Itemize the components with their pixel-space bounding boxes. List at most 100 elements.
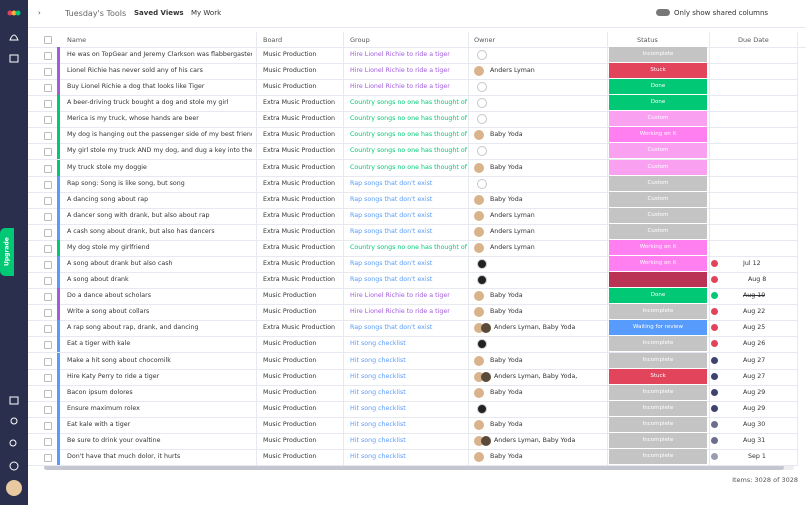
checkbox[interactable] <box>44 437 52 446</box>
group-color <box>57 368 60 385</box>
checkbox[interactable] <box>44 405 52 414</box>
avatar-empty <box>477 403 487 414</box>
status[interactable]: Incomplete <box>609 47 707 62</box>
group: Country songs no one has thought of <box>350 147 467 155</box>
status[interactable]: Working on it <box>609 127 707 143</box>
row: Eat a tiger with kale Music Production Hit… <box>28 336 798 354</box>
collapse[interactable]: › <box>38 9 41 17</box>
status[interactable]: Incomplete <box>609 352 707 368</box>
column-title: Board <box>263 36 283 44</box>
row: Hire Katy Perry to ride a tiger Music Pro… <box>28 368 798 386</box>
item-count: Items: 3028 of 3028 <box>732 476 798 484</box>
checkbox[interactable] <box>44 373 52 382</box>
status[interactable]: Custom <box>609 175 707 191</box>
checkbox[interactable] <box>44 132 52 141</box>
upgrade-tab[interactable]: Upgrade <box>0 228 14 276</box>
due-date: Aug 27 <box>743 356 766 364</box>
group-color <box>57 416 60 433</box>
toggle[interactable] <box>656 9 670 16</box>
board: Extra Music Production <box>263 243 336 251</box>
item-name: A beer-driving truck bought a dog and st… <box>67 99 229 107</box>
checkbox[interactable] <box>44 421 52 430</box>
checkbox[interactable] <box>44 277 52 286</box>
status[interactable]: Custom <box>609 207 707 223</box>
status[interactable]: Incomplete <box>609 336 707 352</box>
checkbox[interactable] <box>44 68 52 77</box>
checkbox[interactable] <box>44 100 52 109</box>
checkbox[interactable] <box>44 228 52 237</box>
checkbox[interactable] <box>44 164 52 173</box>
my-work[interactable]: My Work <box>191 9 222 17</box>
group-color <box>57 449 60 465</box>
status[interactable]: Incomplete <box>609 384 707 400</box>
board: Extra Music Production <box>263 260 336 268</box>
group-color <box>57 432 60 449</box>
status[interactable]: Incomplete <box>609 400 707 416</box>
board: Extra Music Production <box>263 211 336 219</box>
checkbox[interactable] <box>44 212 52 221</box>
due-icon <box>711 308 718 316</box>
item-name: Bacon ipsum dolores <box>67 388 133 396</box>
row: A beer-driving truck bought a dog and st… <box>28 95 798 113</box>
row: Write a song about collars Music Producti… <box>28 304 798 322</box>
checkbox[interactable] <box>44 52 52 60</box>
status[interactable]: Incomplete <box>609 432 707 448</box>
due-date: Aug 30 <box>743 420 766 428</box>
checkbox[interactable] <box>44 180 52 189</box>
board: Extra Music Production <box>263 195 336 203</box>
checkbox[interactable] <box>44 454 52 462</box>
due-date: Jul 12 <box>743 260 761 268</box>
status[interactable]: Done <box>609 79 707 95</box>
status[interactable]: Custom <box>609 143 707 159</box>
checkbox[interactable] <box>44 293 52 302</box>
status[interactable]: Stuck <box>609 63 707 79</box>
group: Rap songs that don't exist <box>350 211 433 219</box>
status[interactable]: Working on it <box>609 256 707 272</box>
due-date: Aug 27 <box>743 372 766 380</box>
group: Country songs no one has thought of <box>350 163 467 171</box>
checkbox[interactable] <box>44 325 52 334</box>
item-name: My truck stole my doggie <box>67 163 147 171</box>
scroll-thumb[interactable] <box>44 465 784 470</box>
status[interactable]: Custom <box>609 159 707 175</box>
status[interactable]: Custom <box>609 191 707 207</box>
checkbox[interactable] <box>44 261 52 270</box>
due-date: Aug 26 <box>743 340 766 348</box>
item-name: Eat kale with a tiger <box>67 420 131 428</box>
due-date: Aug 29 <box>743 404 766 412</box>
status[interactable]: Incomplete <box>609 304 707 320</box>
checkbox[interactable] <box>44 357 52 366</box>
avatar-empty <box>477 146 487 157</box>
status[interactable]: Working on it <box>609 239 707 255</box>
status[interactable]: Done <box>609 288 707 304</box>
group: Hit song checklist <box>350 340 406 348</box>
board: Extra Music Production <box>263 276 336 284</box>
status[interactable]: Incomplete <box>609 449 707 464</box>
checkbox[interactable] <box>44 196 52 205</box>
group: Hire Lionel Richie to ride a tiger <box>350 51 450 58</box>
status[interactable]: Incomplete <box>609 416 707 432</box>
checkbox[interactable] <box>44 84 52 93</box>
owner: Anders Lyman <box>490 227 535 235</box>
checkbox[interactable] <box>44 309 52 318</box>
checkbox[interactable] <box>44 148 52 157</box>
checkbox[interactable] <box>44 389 52 398</box>
group: Rap songs that don't exist <box>350 179 433 187</box>
board: Music Production <box>263 420 317 428</box>
checkbox[interactable] <box>44 116 52 125</box>
item-name: He was on TopGear and Jeremy Clarkson wa… <box>67 51 252 58</box>
row: Don't have that much dolor, it hurts Musi… <box>28 449 798 466</box>
status[interactable]: Stuck <box>609 368 707 384</box>
status[interactable]: Waiting for review <box>609 320 707 336</box>
saved-views[interactable]: Saved Views <box>134 9 184 17</box>
checkbox[interactable] <box>44 341 52 350</box>
checkbox[interactable] <box>44 244 52 253</box>
toggle-label: Only show shared columns <box>674 9 769 17</box>
status[interactable]: Custom <box>609 223 707 239</box>
group-color <box>57 175 60 192</box>
group: Hit song checklist <box>350 420 406 428</box>
status[interactable]: Custom <box>609 111 707 127</box>
status[interactable]: Done <box>609 95 707 111</box>
status[interactable] <box>609 272 707 288</box>
